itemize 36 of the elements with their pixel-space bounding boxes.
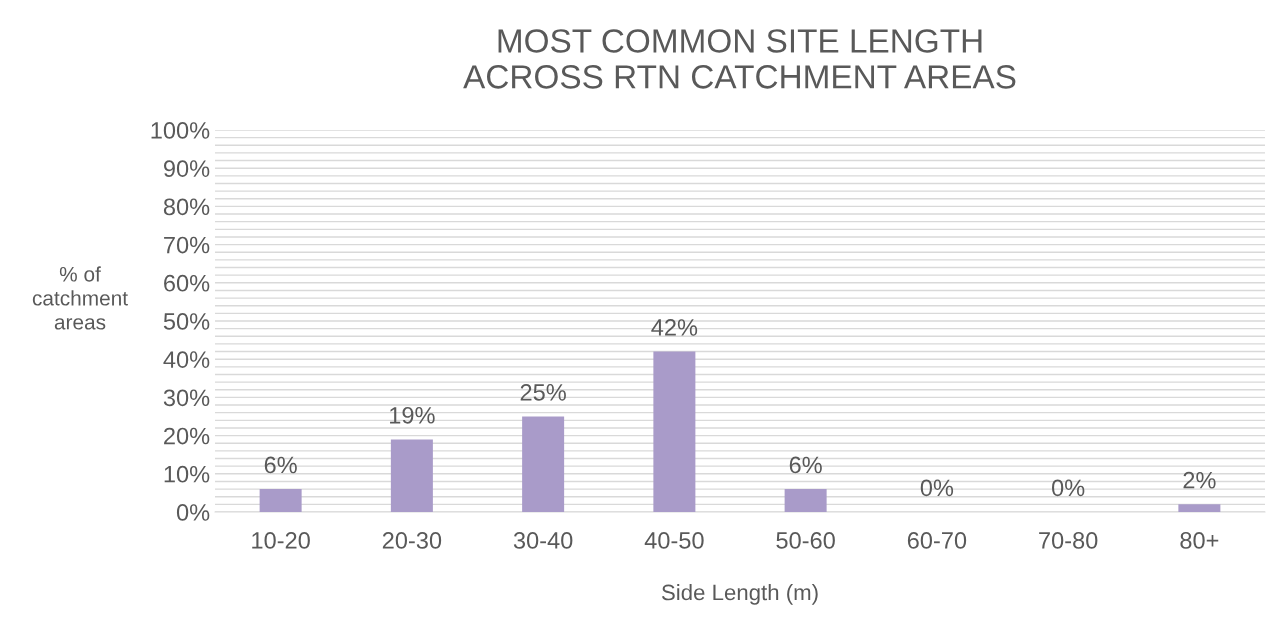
x-tick-label: 70-80 bbox=[1039, 532, 1098, 549]
x-axis-title: Side Length (m) bbox=[661, 584, 818, 605]
bar bbox=[522, 416, 565, 512]
y-tick-label: 30% bbox=[163, 389, 210, 407]
y-tick-label: 80% bbox=[163, 198, 210, 216]
data-label: 0% bbox=[920, 479, 954, 497]
bar bbox=[653, 351, 696, 512]
y-tick-label: 70% bbox=[164, 236, 210, 254]
bar bbox=[1178, 504, 1221, 512]
bar bbox=[259, 489, 302, 512]
chart-title: MOST COMMON SITE LENGTH ACROSS RTN CATCHMENT AREAS bbox=[463, 29, 1016, 89]
data-label: 25% bbox=[520, 384, 566, 401]
y-tick-label: 40% bbox=[163, 351, 210, 368]
x-tick-label: 40-50 bbox=[644, 532, 704, 549]
y-tick-label: 100% bbox=[151, 122, 210, 139]
x-tick-label: 20-30 bbox=[382, 532, 442, 549]
bar bbox=[390, 439, 433, 512]
x-tick-label: 80+ bbox=[1180, 532, 1219, 549]
data-label: 0% bbox=[1051, 479, 1085, 497]
data-label: 2% bbox=[1183, 471, 1216, 489]
data-label: 19% bbox=[390, 406, 435, 424]
y-tick-label: 60% bbox=[164, 274, 210, 292]
bar bbox=[784, 489, 827, 512]
x-tick-label: 30-40 bbox=[513, 532, 573, 549]
y-tick-label: 0% bbox=[176, 504, 210, 521]
y-tick-label: 90% bbox=[163, 160, 210, 177]
data-label: 6% bbox=[789, 456, 822, 474]
x-tick-label: 50-60 bbox=[776, 532, 835, 549]
y-tick-label: 10% bbox=[164, 465, 210, 483]
y-tick-label: 50% bbox=[163, 313, 210, 330]
data-label: 42% bbox=[651, 319, 698, 336]
y-axis-title: % of catchment areas bbox=[32, 266, 128, 330]
x-tick-label: 10-20 bbox=[252, 532, 310, 549]
data-label: 6% bbox=[264, 456, 297, 474]
x-tick-label: 60-70 bbox=[907, 532, 967, 549]
y-tick-label: 20% bbox=[164, 427, 210, 445]
